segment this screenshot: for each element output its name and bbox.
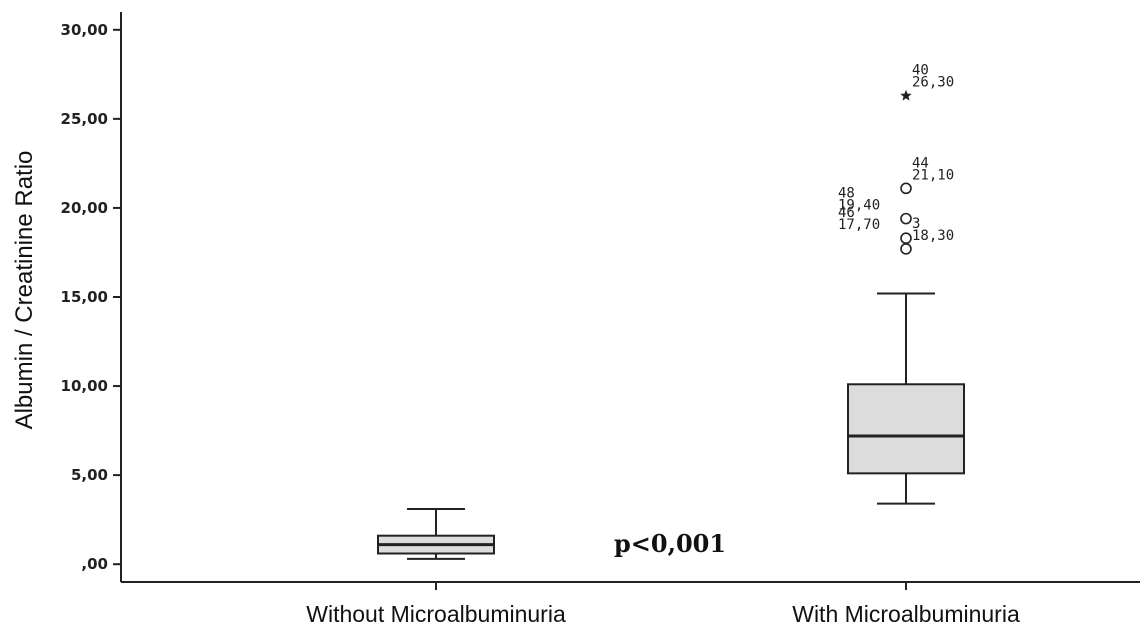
y-tick-label: 20,00 [61,199,108,217]
outlier-id-label: 44 [912,155,929,171]
y-tick-label: ,00 [81,555,108,573]
outlier-id-label: 40 [912,63,929,79]
outlier-star [900,89,912,101]
outlier-value-label: 21,10 [912,167,954,183]
outlier-value-label: 17,70 [838,217,880,233]
outlier-value-label: 18,30 [912,228,954,244]
category-label: Without Microalbuminuria [306,601,566,627]
outlier-circle [900,182,912,195]
y-tick-label: 10,00 [61,377,108,395]
y-tick-label: 25,00 [61,110,108,128]
iqr-box [847,383,965,475]
box-group [377,507,495,590]
outlier-value-label: 26,30 [912,75,954,91]
y-axis-title: Albumin / Creatinine Ratio [11,151,38,430]
axes [120,12,1140,583]
boxes [377,292,965,590]
p-value-annotation: p<0,001 [614,529,726,558]
category-labels: Without Microalbuminuria With Microalbumi… [306,601,1020,627]
category-label: With Microalbuminuria [792,601,1020,627]
outlier-circle [900,212,912,225]
outlier-id-label: 3 [912,216,920,232]
y-tick-label: 30,00 [61,21,108,39]
box-group [847,292,965,590]
outlier-id-label: 48 [838,186,855,202]
outlier-id-label: 46 [838,205,855,221]
outlier-circle [900,232,912,245]
y-tick-label: 15,00 [61,288,108,306]
outlier-circle [900,243,912,255]
outlier-value-label: 19,40 [838,198,880,214]
y-ticks: ,00 5,00 10,00 15,00 20,00 25,00 30,00 [61,21,121,573]
y-tick-label: 5,00 [71,466,108,484]
